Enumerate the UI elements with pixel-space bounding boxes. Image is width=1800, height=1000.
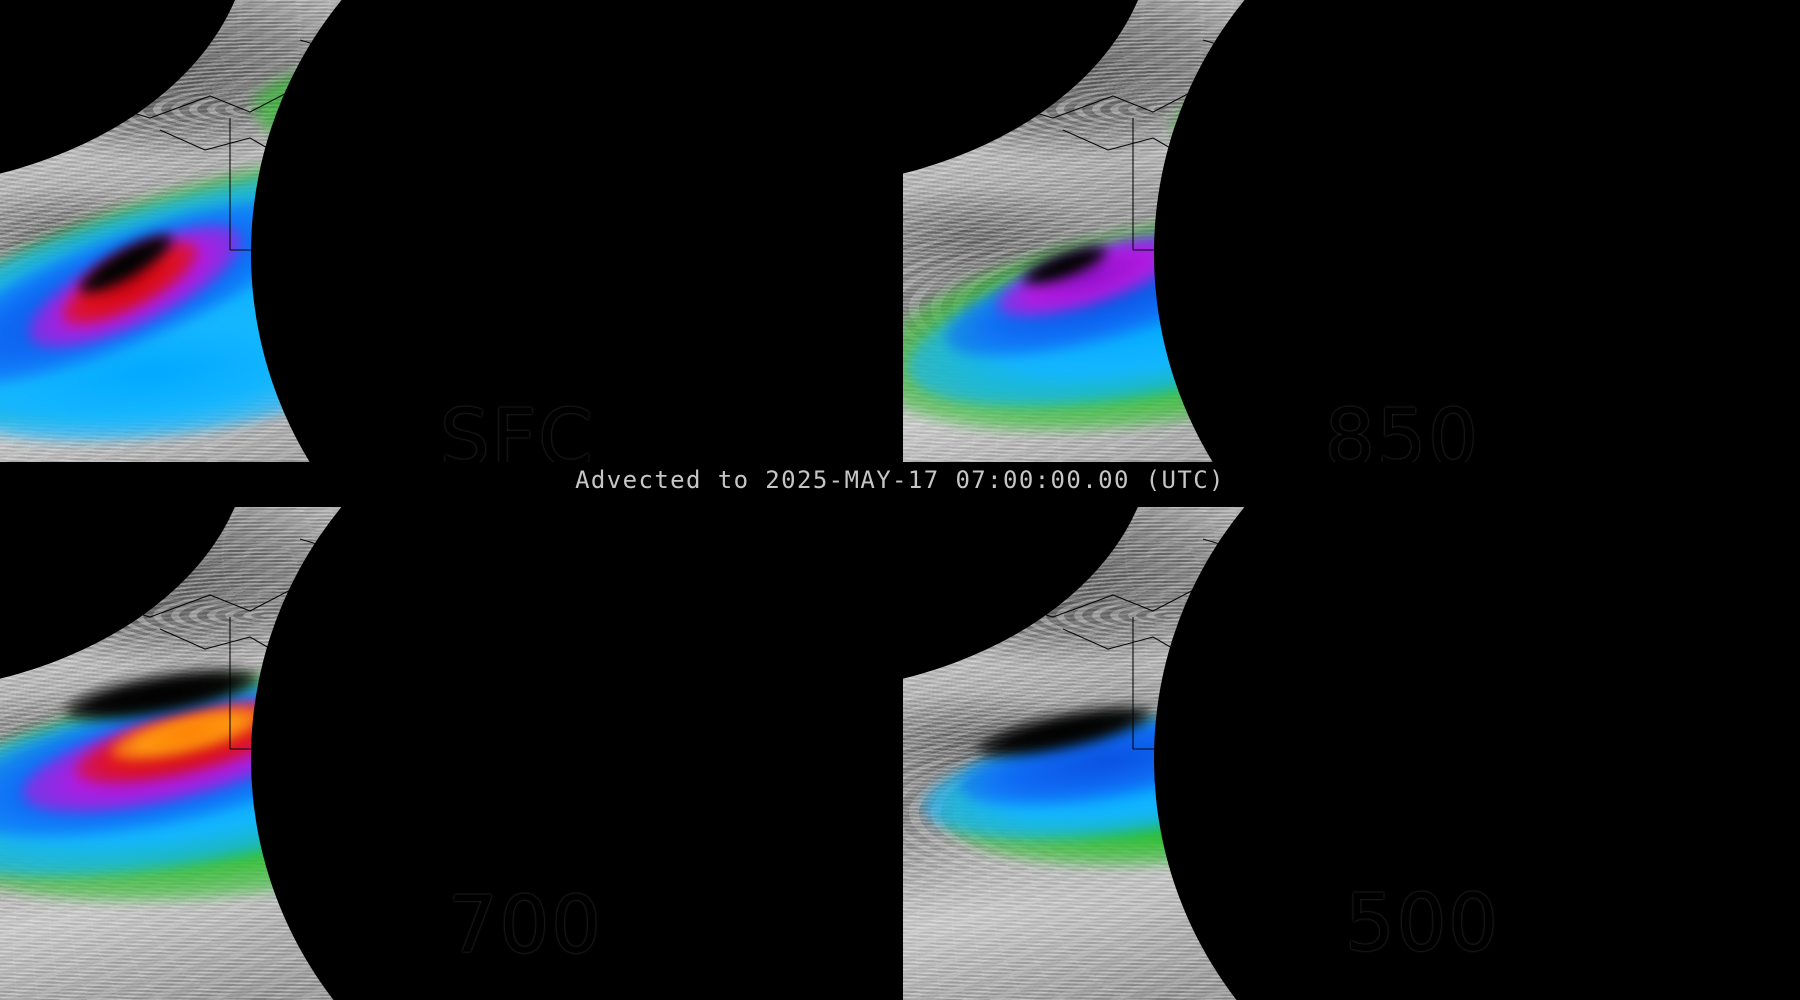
moisture-field-sfc [0, 0, 897, 497]
panel-700[interactable]: 700 [0, 507, 897, 1000]
panel-850[interactable]: 850 [903, 0, 1800, 497]
horizontal-divider [0, 497, 1800, 507]
geographic-overlay [0, 0, 897, 497]
data-mask-limb [1154, 0, 1800, 497]
data-mask-limb [251, 0, 897, 497]
data-mask-limb [251, 507, 897, 1000]
data-mask-limb [1154, 507, 1800, 1000]
geographic-overlay [0, 507, 897, 1000]
moisture-field-850 [903, 0, 1800, 497]
moisture-field-500 [903, 507, 1800, 1000]
moisture-field-700 [0, 507, 897, 1000]
geographic-overlay [903, 0, 1800, 497]
geographic-overlay [903, 507, 1800, 1000]
panel-500[interactable]: 500 [903, 507, 1800, 1000]
panel-sfc[interactable]: SFC [0, 0, 897, 497]
